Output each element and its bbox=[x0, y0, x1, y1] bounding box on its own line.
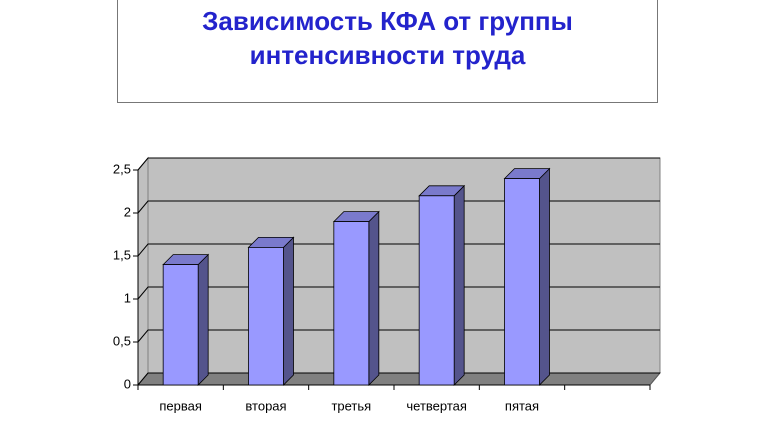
bar-side bbox=[197, 253, 209, 386]
bar-side bbox=[453, 184, 465, 386]
x-tick-label: первая bbox=[159, 398, 202, 413]
y-tick-label: 2,5 bbox=[113, 161, 131, 176]
floor bbox=[136, 372, 662, 386]
side-wall bbox=[137, 156, 149, 387]
chart-title: Зависимость КФА от группы интенсивности … bbox=[202, 6, 573, 70]
back-wall bbox=[147, 157, 661, 374]
grid-line bbox=[137, 200, 660, 214]
y-tick-label: 0,5 bbox=[113, 333, 131, 348]
grid-line bbox=[137, 372, 660, 386]
grid-line bbox=[137, 243, 660, 257]
x-tick-label: третья bbox=[331, 398, 371, 413]
bar-side bbox=[283, 236, 294, 386]
x-tick-label: вторая bbox=[245, 398, 286, 413]
grid-line bbox=[137, 329, 660, 343]
y-tick-label: 1,5 bbox=[113, 247, 131, 262]
bar bbox=[333, 221, 370, 386]
bar bbox=[248, 246, 284, 386]
x-tick-label: пятая bbox=[505, 398, 539, 413]
grid-line bbox=[137, 286, 660, 300]
bar-side bbox=[539, 167, 550, 386]
bar bbox=[418, 195, 455, 386]
y-tick-label: 1 bbox=[124, 290, 131, 305]
bar-side bbox=[368, 210, 380, 386]
grid-line bbox=[137, 157, 660, 171]
y-tick-label: 2 bbox=[124, 204, 131, 219]
bar bbox=[504, 178, 540, 386]
bar bbox=[162, 264, 199, 386]
title-box: Зависимость КФА от группы интенсивности … bbox=[117, 0, 658, 103]
x-tick-label: четвертая bbox=[406, 398, 467, 413]
y-tick-label: 0 bbox=[124, 376, 131, 391]
